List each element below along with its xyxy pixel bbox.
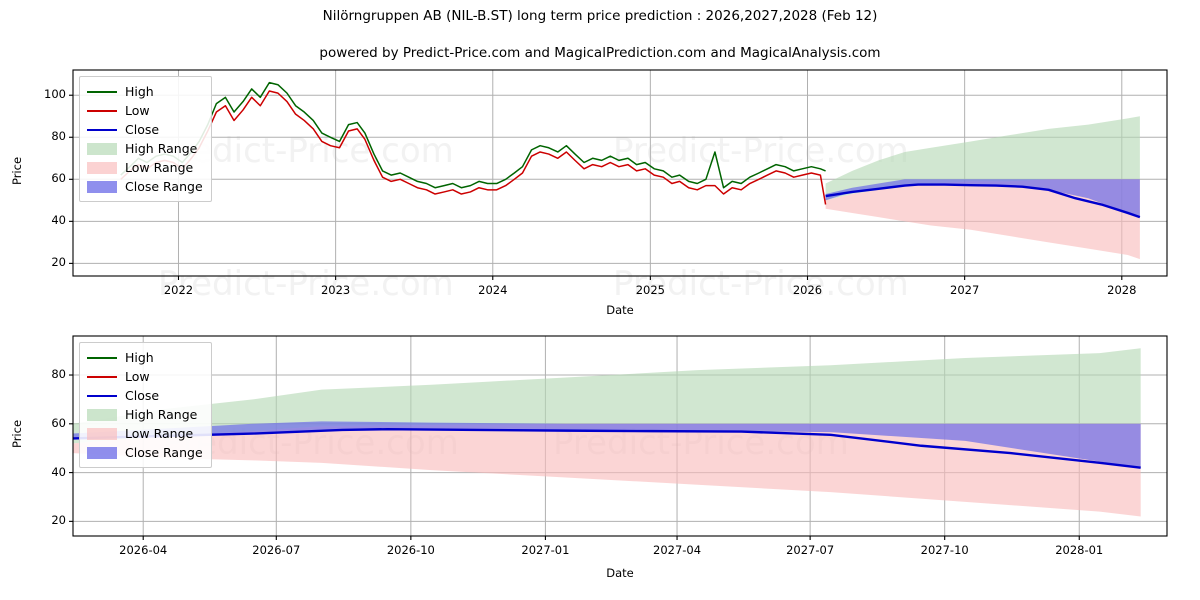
x-tick-label: 2023 bbox=[320, 283, 351, 297]
legend-item-low: Low bbox=[87, 367, 203, 386]
legend-line-swatch bbox=[87, 371, 117, 383]
legend-patch-swatch bbox=[87, 180, 117, 193]
bottom-chart-legend: High Low Close High Range Low Range Close Ran… bbox=[79, 342, 212, 468]
legend-item-label: Low bbox=[125, 102, 150, 118]
legend-item-label: Close Range bbox=[125, 444, 203, 460]
bottom-y-axis-label: Price bbox=[10, 419, 24, 449]
x-tick-label: 2026 bbox=[792, 283, 823, 297]
legend-patch-swatch bbox=[87, 408, 117, 421]
legend-item-close-range: Close Range bbox=[87, 177, 203, 196]
x-tick-label: 2022 bbox=[163, 283, 194, 297]
legend-patch-swatch bbox=[87, 446, 117, 459]
y-tick-label: 100 bbox=[44, 87, 66, 102]
x-tick-label: 2027-04 bbox=[653, 543, 702, 557]
page-subtitle: powered by Predict-Price.com and Magical… bbox=[319, 45, 881, 61]
line-close bbox=[72, 427, 1141, 469]
top-price-chart: Predict-Price.com Predict-Price.com Predic… bbox=[69, 69, 1168, 304]
axes bbox=[69, 69, 1168, 280]
legend-item-high: High bbox=[87, 82, 203, 101]
x-tick-label: 2024 bbox=[478, 283, 508, 297]
x-tick-label: 2026-10 bbox=[386, 543, 435, 557]
y-tick-label: 60 bbox=[51, 415, 66, 430]
legend-item-close: Close bbox=[87, 120, 203, 139]
watermark-text: Predict-Price.com bbox=[613, 264, 909, 304]
x-tick-label: 2027-07 bbox=[786, 543, 835, 557]
x-tick-label: 2028 bbox=[1107, 283, 1137, 297]
legend-item-low: Low bbox=[87, 101, 203, 120]
legend-item-low-range: Low Range bbox=[87, 424, 203, 443]
y-tick-label: 40 bbox=[51, 464, 66, 479]
legend-item-label: Low Range bbox=[125, 425, 194, 441]
plot-frame bbox=[72, 69, 1168, 277]
y-tick-label: 80 bbox=[51, 129, 66, 144]
band-low-range bbox=[825, 179, 1140, 260]
y-tick-label: 20 bbox=[51, 513, 66, 528]
x-tick-label: 2027 bbox=[950, 283, 980, 297]
legend-item-high-range: High Range bbox=[87, 405, 203, 424]
data-lines bbox=[120, 81, 1141, 219]
legend-item-high-range: High Range bbox=[87, 139, 203, 158]
watermark-layer: Predict-Price.com Predict-Price.comPredic… bbox=[158, 131, 909, 304]
legend-line-swatch bbox=[87, 86, 117, 98]
x-tick-label: 2028-01 bbox=[1055, 543, 1104, 557]
line-low bbox=[120, 90, 827, 205]
legend-item-close-range: Close Range bbox=[87, 443, 203, 462]
top-chart-canvas: Predict-Price.com Predict-Price.comPredic… bbox=[69, 69, 1168, 304]
legend-line-swatch bbox=[87, 105, 117, 117]
data-lines bbox=[72, 427, 1141, 469]
legend-patch-swatch bbox=[87, 161, 117, 174]
y-tick-label: 80 bbox=[51, 367, 66, 382]
legend-patch-swatch bbox=[87, 142, 117, 155]
x-tick-label: 2027-10 bbox=[920, 543, 969, 557]
legend-item-label: Close bbox=[125, 121, 160, 137]
legend-item-close: Close bbox=[87, 386, 203, 405]
page-title: Nilörngruppen AB (NIL-B.ST) long term pr… bbox=[322, 8, 878, 24]
legend-patch-swatch bbox=[87, 427, 117, 440]
top-chart-legend: High Low Close High Range Low Range Close Ran… bbox=[79, 76, 212, 202]
legend-item-label: High Range bbox=[125, 140, 198, 156]
top-x-axis-label: Date bbox=[606, 303, 634, 317]
legend-item-label: Close Range bbox=[125, 178, 203, 194]
range-bands bbox=[825, 116, 1140, 260]
legend-line-swatch bbox=[87, 124, 117, 136]
x-tick-label: 2025 bbox=[635, 283, 665, 297]
legend-line-swatch bbox=[87, 352, 117, 364]
legend-item-label: Close bbox=[125, 387, 160, 403]
line-high bbox=[120, 81, 826, 189]
y-tick-label: 60 bbox=[51, 171, 66, 186]
range-bands bbox=[73, 348, 1141, 517]
y-tick-label: 40 bbox=[51, 213, 66, 228]
legend-item-label: High bbox=[125, 349, 154, 365]
legend-item-label: Low Range bbox=[125, 159, 194, 175]
plot-frame bbox=[72, 335, 1168, 537]
legend-item-label: High Range bbox=[125, 406, 198, 422]
bottom-x-axis-label: Date bbox=[606, 566, 634, 580]
legend-item-label: High bbox=[125, 83, 154, 99]
band-high-range bbox=[73, 348, 1141, 444]
x-tick-label: 2026-04 bbox=[119, 543, 168, 557]
axes bbox=[69, 335, 1168, 540]
legend-line-swatch bbox=[87, 390, 117, 402]
legend-item-low-range: Low Range bbox=[87, 158, 203, 177]
y-tick-label: 20 bbox=[51, 255, 66, 270]
legend-item-label: Low bbox=[125, 368, 150, 384]
line-close bbox=[825, 183, 1141, 219]
band-close-range bbox=[825, 179, 1140, 218]
x-tick-label: 2027-01 bbox=[521, 543, 570, 557]
band-close-range bbox=[73, 421, 1141, 468]
band-low-range bbox=[73, 423, 1141, 517]
legend-item-high: High bbox=[87, 348, 203, 367]
x-tick-label: 2026-07 bbox=[252, 543, 301, 557]
watermark-text: Predict-Price.com bbox=[158, 264, 454, 304]
